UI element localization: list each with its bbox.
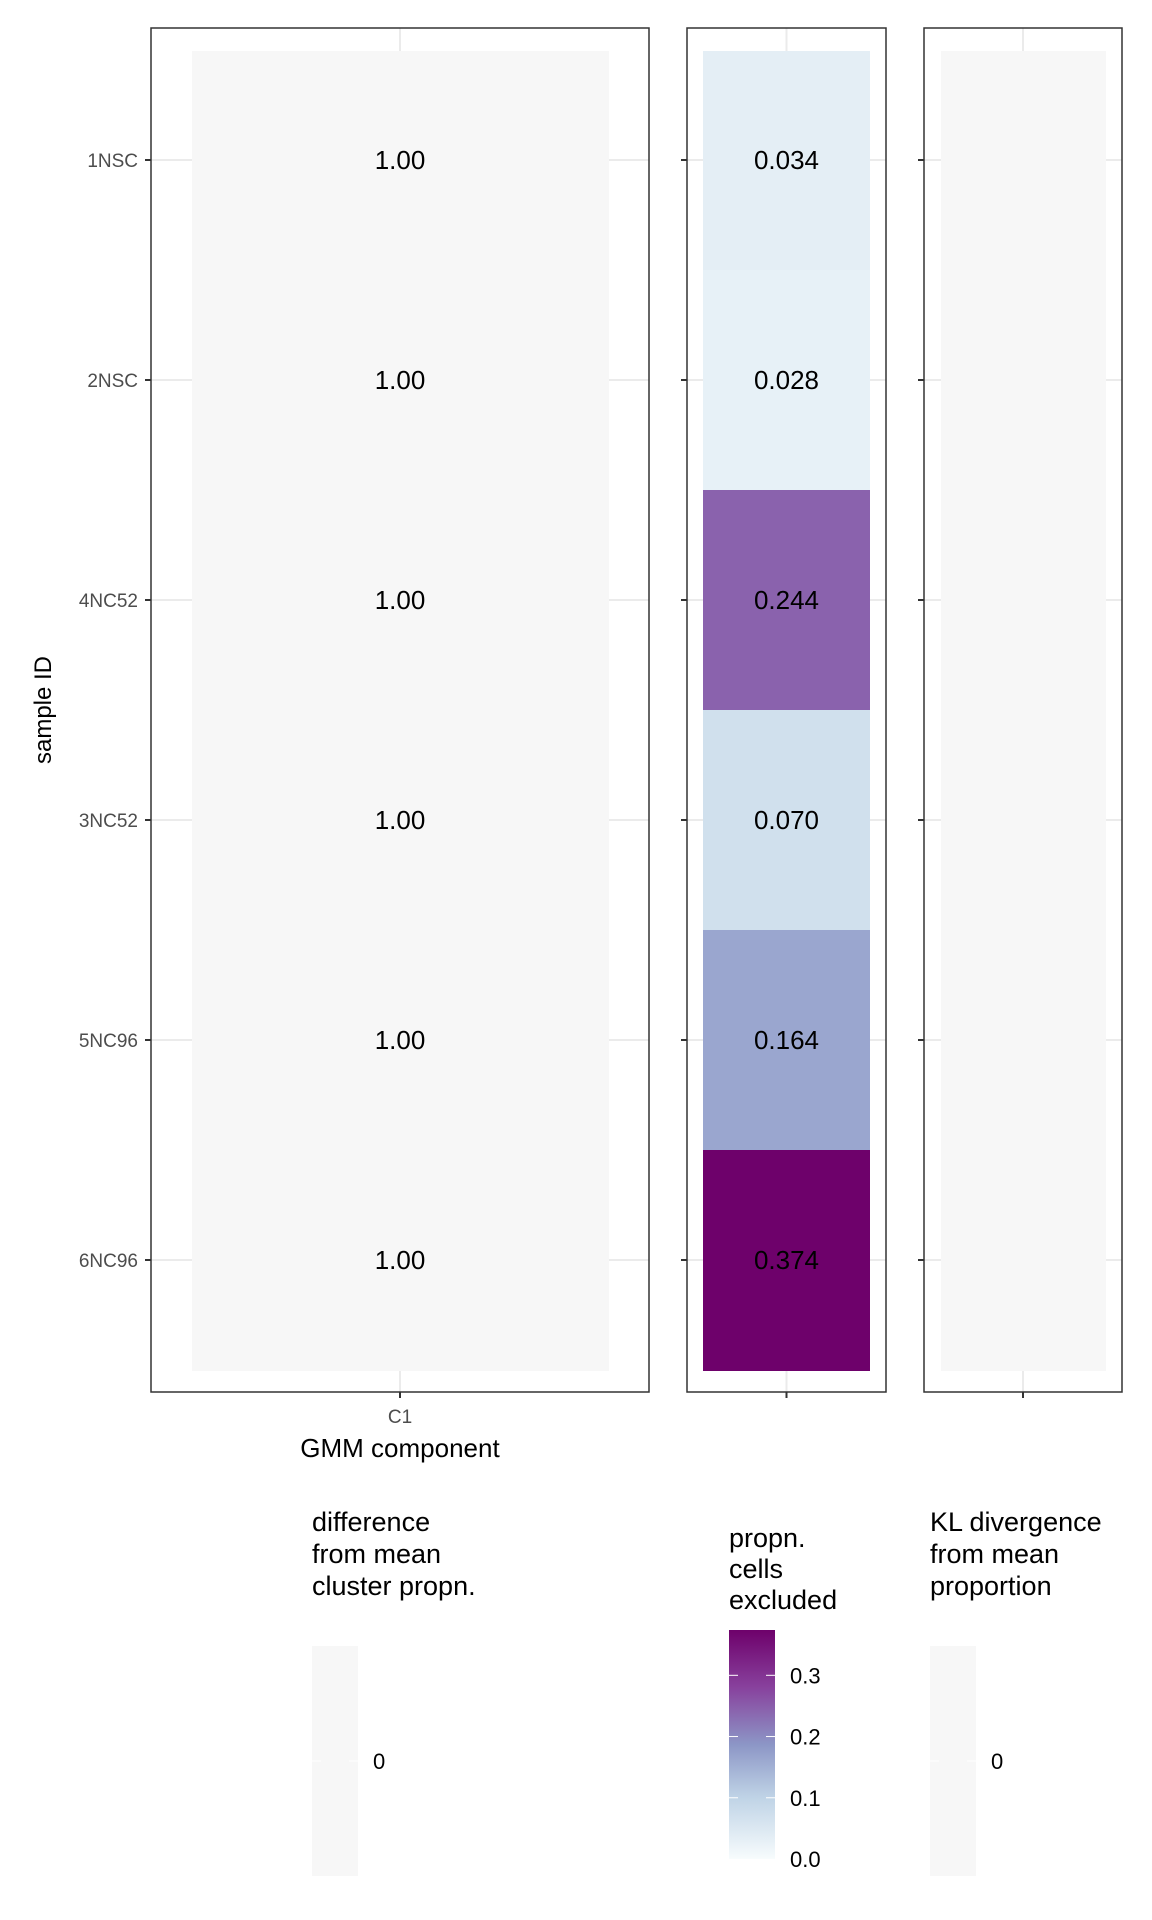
heatmap-cell [703,1150,870,1371]
heatmap-cell [941,490,1106,710]
cell-label: 0.244 [754,585,819,615]
heatmap-cell [941,270,1106,490]
legend-colorbar [729,1630,775,1859]
legend-title: propn. [729,1523,806,1553]
legend-title: excluded [729,1585,837,1615]
legend-title: cluster propn. [312,1571,476,1601]
heatmap-cell [941,1150,1106,1371]
heatmap-cell [941,51,1106,270]
legend-tick-label: 0 [991,1749,1003,1774]
cell-label: 1.00 [375,1245,426,1275]
y-tick-label: 5NC96 [79,1031,138,1052]
cell-label: 1.00 [375,365,426,395]
legend-title: difference [312,1507,430,1537]
x-tick-label: C1 [388,1407,412,1428]
panel-border [923,27,1123,1393]
y-tick-label: 4NC52 [79,591,138,612]
y-axis-title: sample ID [30,656,57,764]
legend-title: from mean [930,1539,1059,1569]
x-axis-title: GMM component [300,1433,500,1463]
legend-title: proportion [930,1571,1052,1601]
legend-tick-label: 0.3 [790,1663,821,1688]
cell-label: 0.034 [754,145,819,175]
panel-1: 1.00 1NSC 1.00 2NSC 1.00 4NC52 1.00 3NC52 1.00 5N… [79,27,650,1398]
panel-border [686,27,887,1393]
heatmap-cell [941,710,1106,930]
y-tick-label: 2NSC [87,371,138,392]
y-tick-label: 1NSC [87,151,138,172]
y-tick-label: 3NC52 [79,811,138,832]
heatmap-cell [192,930,609,1150]
cell-label: 1.00 [375,145,426,175]
panel-3 [918,27,1123,1398]
panel-border [150,27,650,1393]
heatmap-cell [941,930,1106,1150]
legend-tick-label: 0.0 [790,1847,821,1872]
legend-tick-label: 0 [373,1749,385,1774]
legend-tick-label: 0.2 [790,1725,821,1750]
legend-title: from mean [312,1539,441,1569]
legend-title: KL divergence [930,1507,1102,1537]
cell-label: 1.00 [375,805,426,835]
legend-tick-label: 0.1 [790,1786,821,1811]
cell-label: 0.374 [754,1245,819,1275]
heatmap-cell [192,51,609,270]
heatmap-cell [192,1150,609,1371]
heatmap-cell [192,710,609,930]
cell-label: 1.00 [375,1025,426,1055]
y-tick-label: 6NC96 [79,1251,138,1272]
panel-2: 0.034 0.028 0.244 0.070 0.164 0.374 [681,27,887,1398]
cell-label: 0.070 [754,805,819,835]
heatmap-cell [192,490,609,710]
legend-title: cells [729,1554,783,1584]
cell-label: 0.028 [754,365,819,395]
cell-label: 1.00 [375,585,426,615]
heatmap-cell [703,270,870,490]
heatmap-cell [192,270,609,490]
heatmap-cell [703,490,870,710]
cell-label: 0.164 [754,1025,819,1055]
heatmap-cell [703,51,870,270]
heatmap-cell [703,930,870,1150]
heatmap-cell [703,710,870,930]
